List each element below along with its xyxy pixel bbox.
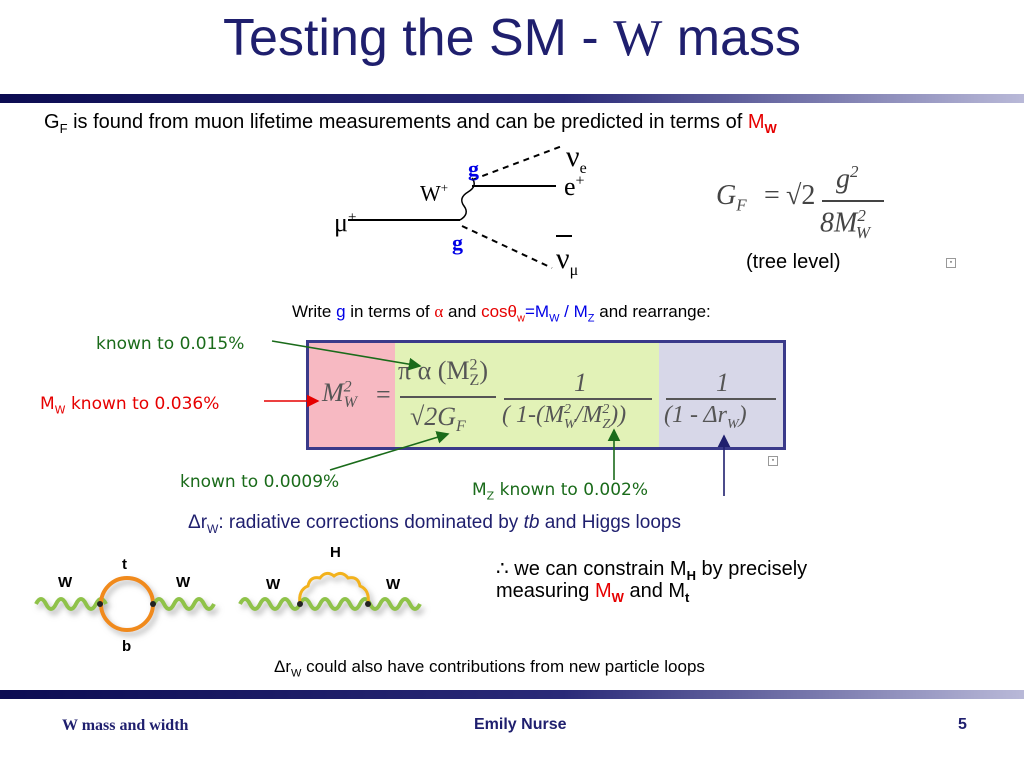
loop1-w-right: W: [176, 574, 191, 591]
gf-sqrt2: √2: [786, 180, 816, 211]
g-top-label: g: [468, 156, 479, 181]
nu-mu-label: νμ: [556, 242, 579, 279]
footer-author: Emily Nurse: [474, 716, 567, 733]
write-instruction: Write g in terms of α and cosθw=MW / MZ …: [292, 302, 711, 325]
alpha-arrow: [271, 340, 422, 371]
constrain-line-1: ∴ we can constrain MH by precisely: [496, 558, 808, 583]
mu-label: μ+: [334, 208, 357, 237]
higgs-loop: [238, 571, 422, 611]
gf-fraction-bar: [822, 200, 884, 202]
positron-label: e+: [564, 172, 585, 201]
page-number: 5: [958, 716, 967, 733]
f3-bar: [666, 398, 776, 400]
slide-title: Testing the SM - W mass: [223, 9, 801, 67]
f1-bar: [400, 396, 496, 398]
loop1-bottom-label: b: [122, 638, 132, 655]
f3-denominator: (1 - ΔrW): [664, 402, 747, 432]
formula-eq: =: [376, 380, 391, 409]
loop2-w-left: W: [266, 576, 281, 593]
alpha-known-label: known to 0.015%: [96, 334, 245, 354]
loop2-h-label: H: [330, 544, 341, 561]
footer-topic: W mass and width: [62, 717, 189, 734]
loop1-top-label: t: [122, 556, 127, 573]
embedded-object-icon-2: ▪: [768, 456, 778, 466]
footer-divider: [0, 690, 1024, 699]
radiative-segment: [659, 343, 783, 447]
title-w: W: [613, 10, 663, 67]
gf-numerator: g2: [836, 162, 859, 195]
g-bottom-label: g: [452, 230, 463, 255]
loop1-w-left: W: [58, 574, 73, 591]
loop-diagrams: [34, 571, 422, 632]
f2-denominator: ( 1-(M2W/M2Z)): [502, 402, 627, 432]
delta-r-line: ΔrW: radiative corrections dominated by …: [188, 512, 681, 536]
gf-known-label: known to 0.0009%: [180, 472, 340, 492]
embedded-object-icon: ▪: [946, 258, 956, 268]
gf-denominator: 8M2W: [820, 206, 870, 242]
muon-decay-diagram: [348, 145, 572, 269]
loop2-w-right: W: [386, 576, 401, 593]
nu-e-line: [471, 145, 563, 181]
f2-numerator: 1: [574, 368, 587, 397]
mw-known-label: MW known to 0.036%: [40, 394, 220, 417]
gf-eq: =: [764, 180, 780, 211]
mw-squared: M2W: [322, 378, 357, 412]
gf-arrow: [329, 431, 450, 471]
constrain-line-2: measuring MW and Mt: [496, 580, 690, 605]
nu-e-label: νe: [566, 140, 587, 177]
gf-lhs: GF: [716, 180, 747, 215]
mw-formula-box: [306, 340, 786, 450]
tree-level-label: (tree level): [746, 251, 841, 273]
header-divider: [0, 94, 1024, 103]
f3-numerator: 1: [716, 368, 729, 397]
f2-bar: [504, 398, 652, 400]
nu-mu-line: [461, 225, 553, 269]
top-bottom-loop: [34, 576, 216, 632]
new-particle-loops: ΔrW could also have contributions from n…: [274, 657, 705, 680]
mw-segment: [309, 343, 395, 447]
intro-line: GF is found from muon lifetime measureme…: [44, 111, 777, 136]
f1-denominator: √2GF: [410, 402, 466, 436]
mz-known-label: MZ known to 0.002%: [472, 480, 649, 503]
w-label: W+: [420, 180, 449, 206]
